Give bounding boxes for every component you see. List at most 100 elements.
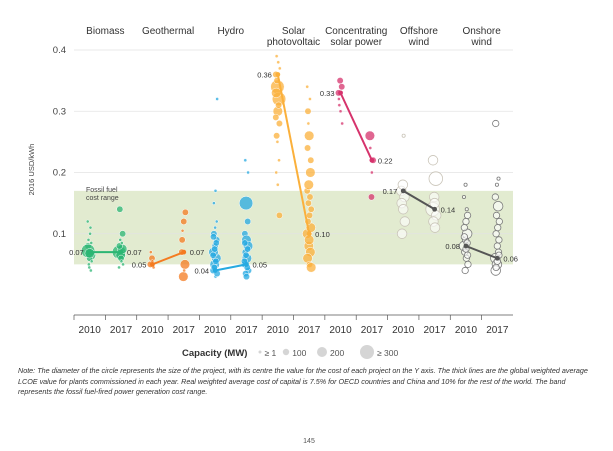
data-point — [463, 251, 472, 259]
data-point — [212, 239, 220, 247]
data-point — [215, 97, 219, 101]
data-point — [427, 155, 439, 166]
data-point — [336, 77, 344, 85]
data-point — [86, 238, 91, 242]
average-label: 0.36 — [257, 71, 272, 80]
data-point — [495, 236, 503, 244]
band-label: Fossil fuel — [86, 187, 118, 194]
average-point — [275, 72, 281, 77]
data-point — [182, 268, 186, 273]
x-tick-label: 2017 — [423, 325, 446, 336]
legend-title: Capacity (MW) — [182, 348, 247, 359]
x-tick-label: 2010 — [455, 325, 478, 336]
data-point — [492, 230, 500, 238]
average-label: 0.05 — [252, 260, 267, 269]
data-point — [85, 219, 90, 224]
data-points — [81, 54, 504, 282]
data-point — [495, 217, 503, 226]
data-point — [464, 260, 472, 268]
category-title: Geothermal — [142, 26, 194, 37]
data-point — [119, 230, 127, 238]
data-point — [241, 239, 249, 247]
legend-swatch — [258, 350, 262, 354]
data-point — [401, 133, 406, 138]
average-label: 0.33 — [320, 89, 335, 98]
average-label: 0.06 — [503, 254, 518, 263]
data-point — [461, 194, 466, 199]
data-point — [242, 251, 250, 259]
data-point — [87, 265, 92, 270]
average-line — [276, 74, 311, 234]
data-point — [243, 273, 250, 281]
average-point — [432, 206, 438, 212]
average-point — [494, 255, 500, 261]
data-point — [275, 211, 283, 219]
data-point — [121, 262, 125, 267]
data-point — [119, 241, 124, 245]
average-label: 0.07 — [69, 248, 84, 257]
category-title: Onshore — [462, 26, 501, 37]
category-title: solar power — [330, 37, 382, 48]
y-axis-label: 2016 USD/kWh — [27, 144, 36, 196]
page-number-area: 145 — [0, 433, 613, 445]
average-label: 0.08 — [445, 242, 460, 251]
data-point — [307, 156, 315, 164]
data-point — [275, 120, 283, 127]
data-point — [181, 208, 189, 216]
data-point — [87, 262, 91, 267]
data-point — [337, 97, 341, 101]
average-label: 0.14 — [441, 205, 456, 214]
x-tick-label: 2017 — [486, 325, 509, 336]
data-point — [461, 266, 469, 275]
data-point — [274, 54, 279, 58]
data-point — [178, 271, 189, 282]
data-point — [492, 211, 501, 219]
data-point — [210, 233, 217, 241]
average-point — [87, 249, 93, 255]
average-line — [339, 92, 373, 161]
average-label: 0.05 — [132, 260, 147, 269]
average-line — [402, 190, 436, 211]
x-tick-label: 2010 — [141, 325, 164, 336]
data-point — [399, 216, 411, 227]
data-point — [463, 182, 468, 187]
data-point — [306, 211, 314, 219]
data-point — [271, 87, 282, 98]
data-point — [304, 234, 315, 245]
grid — [74, 49, 513, 235]
axes: 0.1 0.2 0.3 0.4 2016 USD/kWh 2010 2017 2010 2017… — [27, 45, 513, 336]
data-point — [492, 119, 500, 128]
data-point — [275, 140, 280, 144]
data-point — [493, 242, 501, 250]
data-point — [277, 158, 281, 163]
legend-swatch — [282, 348, 290, 356]
data-point — [178, 236, 186, 244]
category-title: Solar — [282, 26, 306, 37]
category-title: Offshore — [400, 26, 439, 37]
data-point — [179, 259, 190, 270]
x-tick-label: 2010 — [267, 325, 290, 336]
data-point — [211, 245, 219, 253]
data-point — [213, 225, 217, 230]
data-point — [364, 130, 375, 141]
average-line — [465, 245, 498, 260]
data-point — [246, 170, 250, 175]
x-tick-label: 2010 — [329, 325, 352, 336]
data-point — [337, 103, 342, 107]
average-point — [244, 261, 249, 267]
data-point — [368, 146, 373, 150]
data-point — [243, 158, 248, 163]
average-point — [338, 90, 343, 96]
data-point — [244, 245, 252, 253]
data-point — [429, 222, 441, 233]
data-point — [214, 219, 219, 224]
x-tick-label: 2017 — [298, 325, 321, 336]
band-label: cost range — [86, 195, 119, 202]
category-title: photovoltaic — [267, 37, 320, 48]
category-title: Hydro — [217, 26, 244, 37]
data-point — [462, 217, 470, 226]
legend-swatch — [317, 347, 327, 357]
x-tick-label: 2010 — [204, 325, 227, 336]
x-tick-label: 2017 — [173, 325, 196, 336]
